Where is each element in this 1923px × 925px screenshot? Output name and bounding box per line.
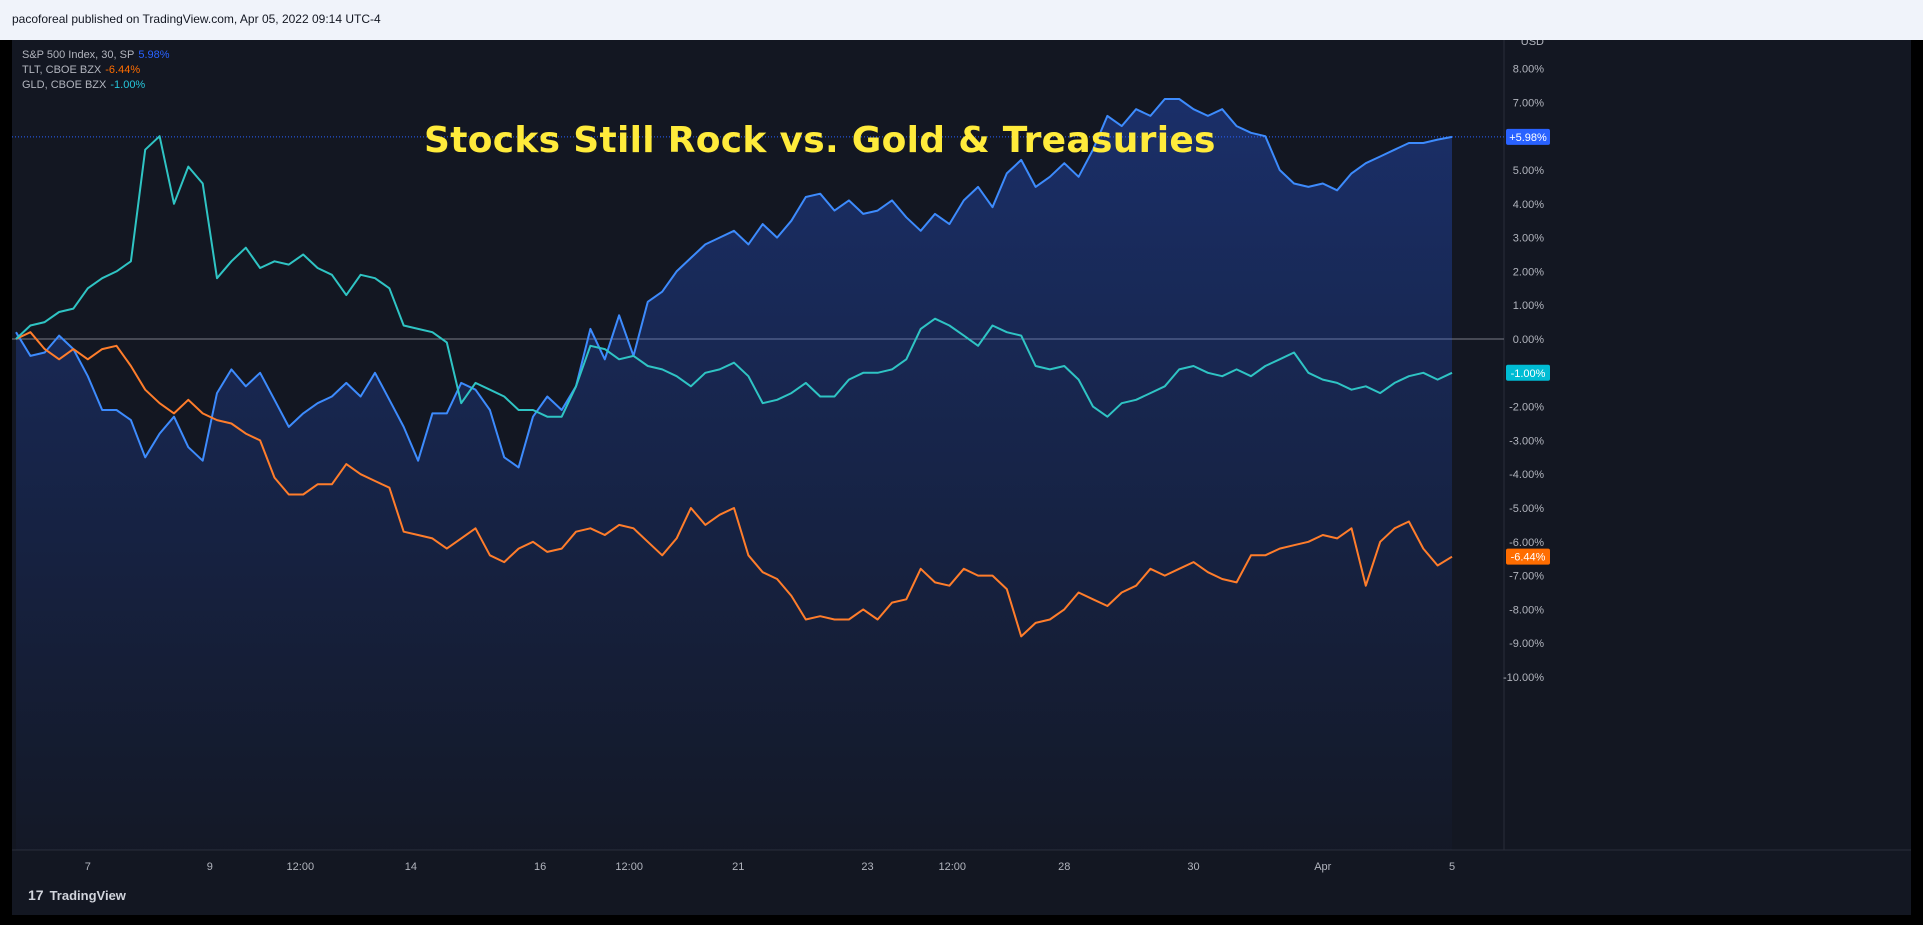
x-tick-label: 23	[861, 861, 873, 873]
chart-canvas[interactable]: 9.18%8.00%7.00%6.00%5.00%4.00%3.00%2.00%…	[12, 40, 1911, 915]
x-tick-label: 28	[1058, 861, 1070, 873]
legend-value-spx: 5.98%	[138, 49, 170, 61]
last-value-tag-gld[interactable]	[1506, 364, 1550, 381]
tradingview-logo-icon: 17	[28, 887, 44, 903]
series-line-tlt[interactable]	[15, 331, 1453, 638]
x-tick-label: 21	[732, 861, 744, 873]
legend-value-gld: -1.00%	[110, 79, 146, 91]
last-value-tag-label-tlt: -6.44%	[1511, 552, 1546, 564]
legend-value-tlt: -6.44%	[105, 64, 141, 76]
x-tick-label: 30	[1187, 861, 1199, 873]
y-tick-label: -7.00%	[1509, 571, 1544, 583]
y-axis-unit-label: USD	[1521, 40, 1544, 48]
y-tick-label: 5.00%	[1513, 165, 1544, 177]
y-tick-label: 0.00%	[1513, 334, 1544, 346]
y-tick-label: -9.00%	[1509, 638, 1544, 650]
price-scale-background[interactable]	[1504, 40, 1911, 850]
legend: S&P 500 Index, 30, SP 5.98% TLT, CBOE BZX…	[22, 48, 170, 93]
y-tick-label: 7.00%	[1513, 97, 1544, 109]
x-tick-label: 9	[207, 861, 213, 873]
legend-row-spx[interactable]: S&P 500 Index, 30, SP 5.98%	[22, 48, 170, 63]
publish-bar: pacoforeal published on TradingView.com,…	[0, 0, 1923, 40]
legend-row-tlt[interactable]: TLT, CBOE BZX -6.44%	[22, 63, 170, 78]
x-tick-label: 12:00	[615, 861, 643, 873]
series-line-gld[interactable]	[15, 135, 1453, 418]
x-tick-label: 16	[534, 861, 546, 873]
y-tick-label: 2.00%	[1513, 266, 1544, 278]
y-tick-label: -5.00%	[1509, 503, 1544, 515]
y-tick-label: -8.00%	[1509, 604, 1544, 616]
x-tick-label: 5	[1449, 861, 1455, 873]
legend-name-tlt: TLT, CBOE BZX	[22, 64, 102, 76]
y-tick-label: 4.00%	[1513, 199, 1544, 211]
series-line-spx[interactable]	[15, 98, 1453, 469]
last-value-tag-spx[interactable]	[1506, 128, 1550, 145]
y-tick-label: -6.00%	[1509, 537, 1544, 549]
y-tick-label: -4.00%	[1509, 469, 1544, 481]
brand-name: TradingView	[49, 887, 126, 903]
y-tick-label: 8.00%	[1513, 64, 1544, 76]
x-tick-label: 12:00	[939, 861, 967, 873]
last-value-tag-tlt[interactable]	[1506, 548, 1550, 565]
y-tick-label: 3.00%	[1513, 233, 1544, 245]
chart-title: Stocks Still Rock vs. Gold & Treasuries	[424, 120, 1216, 161]
y-tick-label: -10.00%	[1503, 672, 1544, 684]
x-tick-label: 7	[85, 861, 91, 873]
tradingview-brand[interactable]: 17 TradingView	[28, 887, 126, 903]
last-value-tag-label-gld: -1.00%	[1511, 368, 1546, 380]
last-value-tag-label-spx: +5.98%	[1509, 132, 1547, 144]
legend-name-spx: S&P 500 Index, 30, SP	[22, 49, 135, 61]
x-tick-label: 12:00	[287, 861, 315, 873]
x-tick-label: Apr	[1314, 861, 1331, 873]
y-tick-label: -2.00%	[1509, 402, 1544, 414]
y-tick-label: -3.00%	[1509, 435, 1544, 447]
y-tick-label: 1.00%	[1513, 300, 1544, 312]
legend-row-gld[interactable]: GLD, CBOE BZX -1.00%	[22, 78, 170, 93]
spx-area-fill	[16, 99, 1452, 850]
chart-panel[interactable]: 9.18%8.00%7.00%6.00%5.00%4.00%3.00%2.00%…	[12, 40, 1911, 915]
x-tick-label: 14	[405, 861, 417, 873]
legend-name-gld: GLD, CBOE BZX	[22, 79, 107, 91]
publish-note: pacoforeal published on TradingView.com,…	[12, 12, 381, 26]
